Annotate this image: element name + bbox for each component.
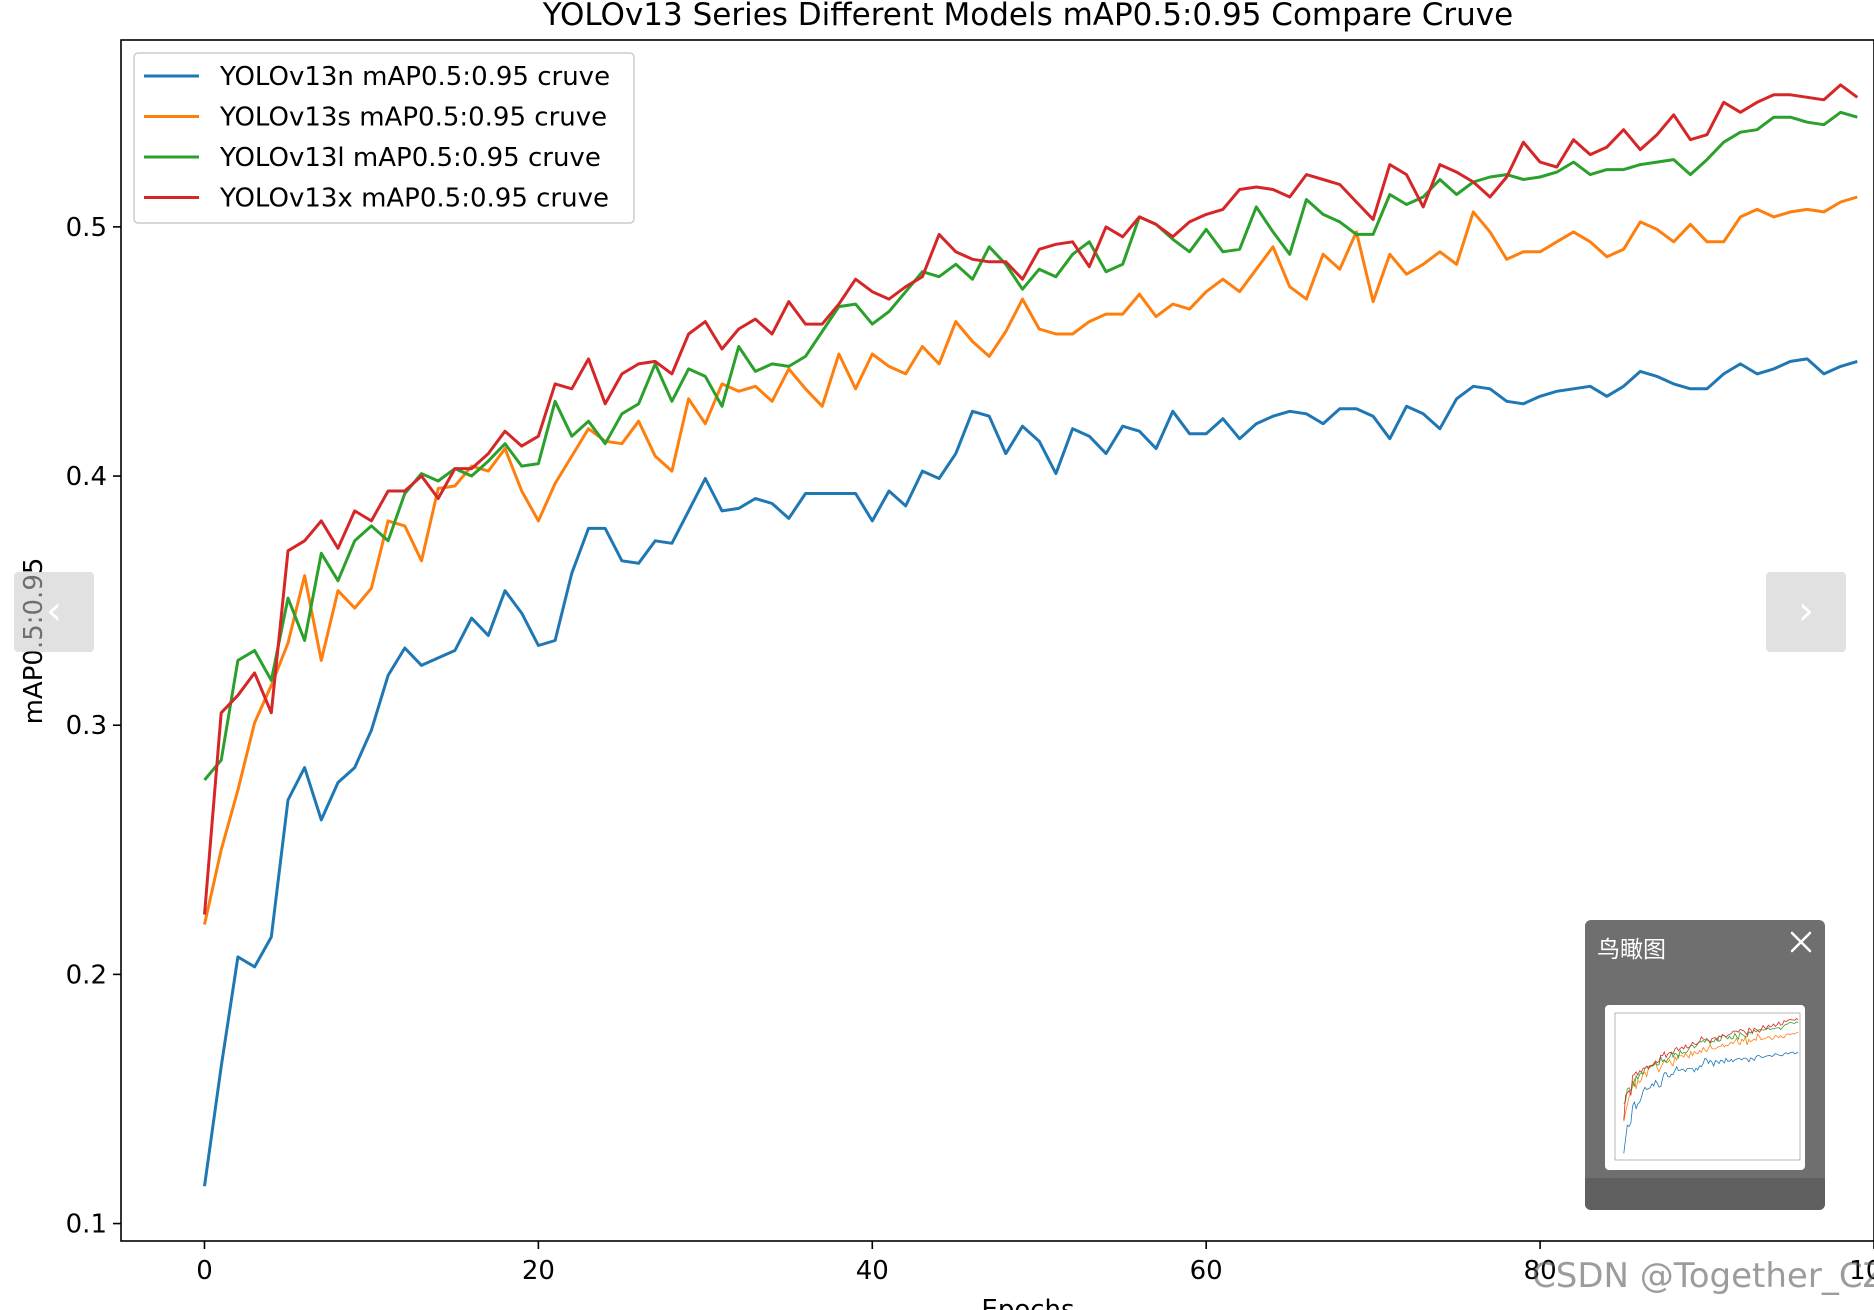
chart-title: YOLOv13 Series Different Models mAP0.5:0… <box>542 0 1513 33</box>
x-tick-label-3: 60 <box>1190 1256 1223 1286</box>
legend-label-1: YOLOv13s mAP0.5:0.95 cruve <box>219 103 607 133</box>
minimap-series-0 <box>1623 1051 1799 1154</box>
close-icon <box>1790 931 1812 953</box>
x-tick-label-2: 40 <box>856 1256 889 1286</box>
legend-label-2: YOLOv13l mAP0.5:0.95 cruve <box>219 143 601 173</box>
minimap-series-1 <box>1623 1031 1799 1122</box>
chevron-right-icon: › <box>1798 588 1814 634</box>
previous-image-button[interactable]: ‹ <box>14 572 94 652</box>
legend-box <box>133 52 635 224</box>
minimap-series-3 <box>1623 1017 1799 1121</box>
minimap-footer <box>1585 1178 1825 1210</box>
y-tick-label-4: 0.5 <box>66 213 107 243</box>
chevron-left-icon: ‹ <box>46 588 62 634</box>
x-tick-label-0: 0 <box>196 1256 213 1286</box>
minimap-panel: 鸟瞰图 <box>1585 920 1825 1210</box>
minimap-series-2 <box>1623 1021 1799 1104</box>
axis-layer: 0 20 40 60 80 100 0.1 0.2 0.3 0.4 0.5 <box>66 213 1874 1286</box>
series-layer <box>203 83 1859 1187</box>
series-line-0 <box>203 357 1858 1187</box>
series-line-2 <box>203 110 1858 781</box>
next-image-button[interactable]: › <box>1766 572 1846 652</box>
y-tick-label-2: 0.3 <box>66 711 107 741</box>
series-line-1 <box>203 195 1858 925</box>
watermark: CSDN @Together_CZ <box>1532 1256 1874 1296</box>
y-tick-label-1: 0.2 <box>66 960 107 990</box>
x-tick-label-4: 80 <box>1524 1256 1557 1286</box>
legend-items: YOLOv13n mAP0.5:0.95 cruve YOLOv13s mAP0.… <box>144 62 610 214</box>
x-axis-label: Epochs <box>981 1295 1074 1310</box>
legend-label-0: YOLOv13n mAP0.5:0.95 cruve <box>219 62 610 92</box>
y-tick-label-0: 0.1 <box>66 1210 107 1240</box>
minimap-close-button[interactable] <box>1787 928 1815 956</box>
plot-frame <box>120 39 1874 1242</box>
minimap-viewport[interactable] <box>1605 1005 1805 1170</box>
x-tick-label-1: 20 <box>522 1256 555 1286</box>
x-tick-label-5: 100 <box>1849 1256 1874 1286</box>
minimap-title: 鸟瞰图 <box>1597 937 1666 963</box>
y-tick-label-3: 0.4 <box>66 462 107 492</box>
legend: YOLOv13n mAP0.5:0.95 cruve YOLOv13s mAP0.… <box>133 52 635 224</box>
minimap-frame <box>1614 1012 1801 1161</box>
series-line-3 <box>203 83 1859 915</box>
minimap-thumbnail <box>1614 1012 1801 1161</box>
legend-label-3: YOLOv13x mAP0.5:0.95 cruve <box>219 184 609 214</box>
